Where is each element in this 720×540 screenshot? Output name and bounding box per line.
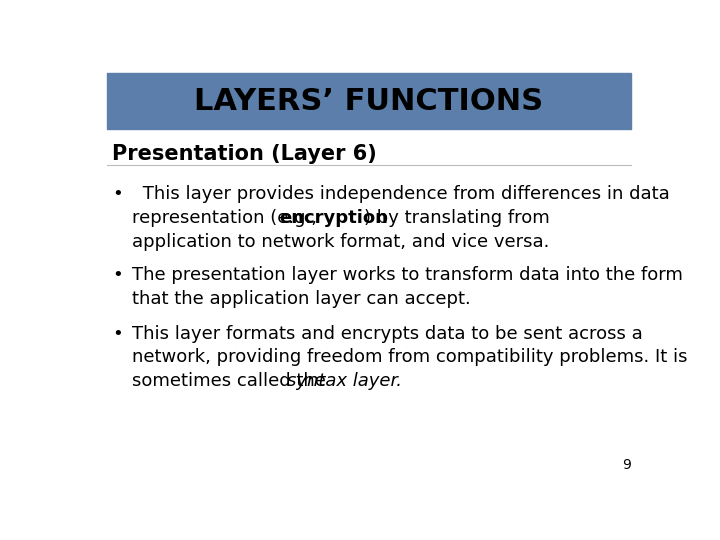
- Text: 9: 9: [622, 458, 631, 472]
- Text: network, providing freedom from compatibility problems. It is: network, providing freedom from compatib…: [132, 348, 688, 366]
- Text: that the application layer can accept.: that the application layer can accept.: [132, 290, 471, 308]
- Text: This layer formats and encrypts data to be sent across a: This layer formats and encrypts data to …: [132, 325, 643, 343]
- Text: •: •: [112, 266, 123, 285]
- Text: •: •: [112, 185, 123, 204]
- Text: encryption: encryption: [279, 209, 389, 227]
- Text: LAYERS’ FUNCTIONS: LAYERS’ FUNCTIONS: [194, 87, 544, 116]
- Text: The presentation layer works to transform data into the form: The presentation layer works to transfor…: [132, 266, 683, 285]
- Text: This layer provides independence from differences in data: This layer provides independence from di…: [138, 185, 670, 204]
- Text: •: •: [112, 325, 123, 343]
- Text: ) by translating from: ) by translating from: [364, 209, 550, 227]
- Text: Presentation (Layer 6): Presentation (Layer 6): [112, 144, 377, 164]
- Text: application to network format, and vice versa.: application to network format, and vice …: [132, 233, 549, 251]
- FancyBboxPatch shape: [107, 73, 631, 129]
- Text: representation (e.g.,: representation (e.g.,: [132, 209, 323, 227]
- Text: sometimes called the: sometimes called the: [132, 372, 331, 390]
- Text: syntax layer.: syntax layer.: [287, 372, 402, 390]
